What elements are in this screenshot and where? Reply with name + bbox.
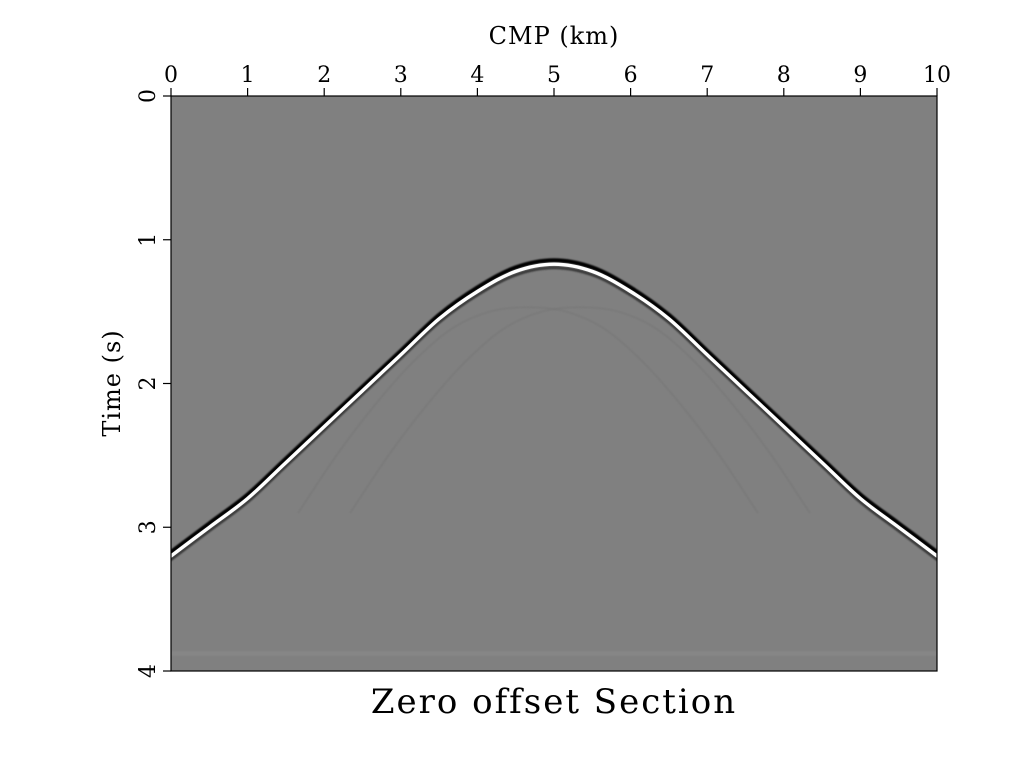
x-tick-label: 4 <box>470 63 484 88</box>
x-axis-label: CMP (km) <box>489 22 620 50</box>
y-axis-label: Time (s) <box>98 329 126 436</box>
x-tick-label: 9 <box>853 63 867 88</box>
x-tick-label: 1 <box>241 63 255 88</box>
y-tick-label: 0 <box>136 89 161 103</box>
x-tick-label: 3 <box>394 63 408 88</box>
weak-event-1 <box>297 306 759 514</box>
bottom-band <box>171 651 937 656</box>
weak-event-2 <box>349 306 811 514</box>
y-tick-label: 3 <box>136 520 161 534</box>
y-tick-label: 1 <box>136 233 161 247</box>
y-tick-label: 2 <box>136 377 161 391</box>
x-tick-label: 10 <box>923 63 951 88</box>
x-tick-label: 6 <box>624 63 638 88</box>
main-event-peak <box>171 262 937 558</box>
main-event-sidelobe <box>171 266 937 561</box>
x-tick-label: 2 <box>317 63 331 88</box>
x-tick-label: 0 <box>164 63 178 88</box>
x-tick-label: 8 <box>777 63 791 88</box>
x-tick-label: 5 <box>547 63 561 88</box>
y-tick-label: 4 <box>136 664 161 678</box>
plot-background <box>171 96 937 671</box>
main-event-trough <box>171 258 937 554</box>
chart-title: Zero offset Section <box>371 682 737 722</box>
x-tick-label: 7 <box>700 63 714 88</box>
